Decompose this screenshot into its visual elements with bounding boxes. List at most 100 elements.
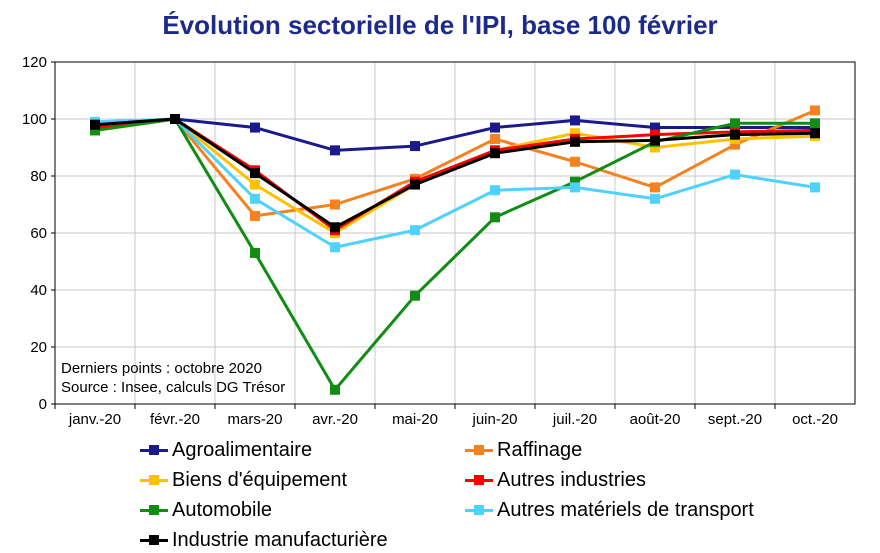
data-point-marker bbox=[810, 182, 820, 193]
data-point-marker bbox=[650, 193, 660, 204]
data-point-marker bbox=[250, 193, 260, 204]
legend-item: Automobile bbox=[140, 497, 272, 523]
y-tick-label: 100 bbox=[22, 111, 47, 128]
data-point-marker bbox=[250, 179, 260, 190]
legend-swatch bbox=[465, 503, 493, 517]
data-point-marker bbox=[730, 169, 740, 180]
legend-item: Agroalimentaire bbox=[140, 437, 312, 463]
x-tick-label: oct.-20 bbox=[792, 411, 838, 428]
data-point-marker bbox=[410, 225, 420, 236]
legend-label: Industrie manufacturière bbox=[172, 528, 388, 551]
annotation-text: Source : Insee, calculs DG Trésor bbox=[61, 379, 285, 396]
y-tick-label: 0 bbox=[39, 396, 47, 413]
legend-swatch-marker bbox=[149, 505, 159, 515]
data-point-marker bbox=[90, 125, 100, 136]
x-tick-label: sept.-20 bbox=[708, 411, 762, 428]
data-point-marker bbox=[730, 129, 740, 140]
x-tick-label: févr.-20 bbox=[150, 411, 200, 428]
series-line bbox=[94, 117, 816, 249]
data-point-marker bbox=[650, 122, 660, 133]
data-point-marker bbox=[250, 210, 260, 221]
annotations: Derniers points : octobre 2020 Source : I… bbox=[61, 360, 285, 396]
legend-item: Autres matériels de transport bbox=[465, 497, 754, 523]
data-point-marker bbox=[410, 141, 420, 152]
x-tick-label: mai-20 bbox=[392, 411, 438, 428]
data-point-marker bbox=[170, 114, 180, 124]
data-point-marker bbox=[730, 118, 740, 129]
y-axis-ticks: 0 20 40 60 80 100 120 bbox=[22, 54, 55, 413]
data-point-marker bbox=[490, 212, 500, 223]
data-point-marker bbox=[490, 122, 500, 133]
legend-item: Raffinage bbox=[465, 437, 582, 463]
data-point-marker bbox=[810, 118, 820, 129]
data-point-marker bbox=[330, 384, 340, 395]
legend-swatch bbox=[140, 503, 168, 517]
data-point-marker bbox=[490, 185, 500, 196]
data-point-marker bbox=[330, 145, 340, 156]
legend-item: Autres industries bbox=[465, 467, 646, 493]
y-tick-label: 40 bbox=[30, 282, 47, 299]
data-point-marker bbox=[650, 135, 660, 146]
x-tick-label: juil.-20 bbox=[552, 411, 597, 428]
data-point-marker bbox=[570, 136, 580, 147]
x-tick-label: janv.-20 bbox=[68, 411, 121, 428]
series-line bbox=[94, 117, 815, 392]
legend-item: Biens d'équipement bbox=[140, 467, 347, 493]
data-point-marker bbox=[410, 179, 420, 190]
series-line bbox=[94, 117, 815, 152]
legend-swatch bbox=[465, 443, 493, 457]
annotation-text: Derniers points : octobre 2020 bbox=[61, 360, 262, 377]
data-point-marker bbox=[570, 156, 580, 167]
data-point-marker bbox=[570, 128, 580, 139]
data-point-marker bbox=[410, 290, 420, 301]
data-point-marker bbox=[490, 148, 500, 159]
legend-label: Biens d'équipement bbox=[172, 468, 348, 491]
legend-swatch bbox=[140, 533, 168, 547]
data-point-marker bbox=[650, 142, 660, 153]
series-industrie-manufacturi-re bbox=[90, 114, 820, 233]
data-point-marker bbox=[570, 182, 580, 193]
data-point-marker bbox=[650, 182, 660, 193]
y-tick-label: 120 bbox=[22, 54, 47, 71]
legend-label: Agroalimentaire bbox=[172, 438, 313, 461]
legend-swatch-marker bbox=[474, 475, 484, 485]
data-point-marker bbox=[90, 119, 100, 130]
data-point-marker bbox=[490, 133, 500, 144]
data-point-marker bbox=[810, 105, 820, 116]
legend-swatch-marker bbox=[149, 535, 159, 545]
y-tick-label: 60 bbox=[30, 225, 47, 242]
data-point-marker bbox=[570, 176, 580, 187]
data-point-marker bbox=[250, 168, 260, 179]
legend-swatch-marker bbox=[149, 475, 159, 485]
x-tick-label: avr.-20 bbox=[312, 411, 358, 428]
x-axis-ticks: janv.-20 févr.-20 mars-20 avr.-20 mai-20 juin… bbox=[54, 404, 838, 428]
data-point-marker bbox=[250, 122, 260, 133]
data-point-marker bbox=[250, 247, 260, 258]
data-point-marker bbox=[650, 129, 660, 140]
legend-swatch-marker bbox=[149, 445, 159, 455]
legend-label: Autres matériels de transport bbox=[497, 498, 754, 521]
legend-label: Autres industries bbox=[497, 468, 646, 491]
data-point-marker bbox=[570, 115, 580, 126]
data-point-marker bbox=[330, 199, 340, 210]
x-tick-label: juin-20 bbox=[471, 411, 517, 428]
grid-lines bbox=[55, 61, 855, 405]
chart-title: Évolution sectorielle de l'IPI, base 100… bbox=[162, 10, 718, 40]
legend-label: Automobile bbox=[172, 498, 273, 521]
legend-swatch-marker bbox=[474, 505, 484, 515]
data-point-marker bbox=[730, 139, 740, 150]
y-tick-label: 20 bbox=[30, 339, 47, 356]
series-line bbox=[94, 117, 816, 229]
data-point-marker bbox=[330, 222, 340, 233]
series-lines bbox=[90, 105, 820, 395]
legend-swatch-marker bbox=[474, 445, 484, 455]
legend-label: Raffinage bbox=[497, 438, 583, 461]
legend-item: Industrie manufacturière bbox=[140, 527, 388, 553]
series-line bbox=[94, 109, 816, 218]
x-tick-label: mars-20 bbox=[227, 411, 282, 428]
legend-swatch bbox=[140, 473, 168, 487]
legend-swatch bbox=[465, 473, 493, 487]
legend-swatch bbox=[140, 443, 168, 457]
data-point-marker bbox=[330, 242, 340, 253]
